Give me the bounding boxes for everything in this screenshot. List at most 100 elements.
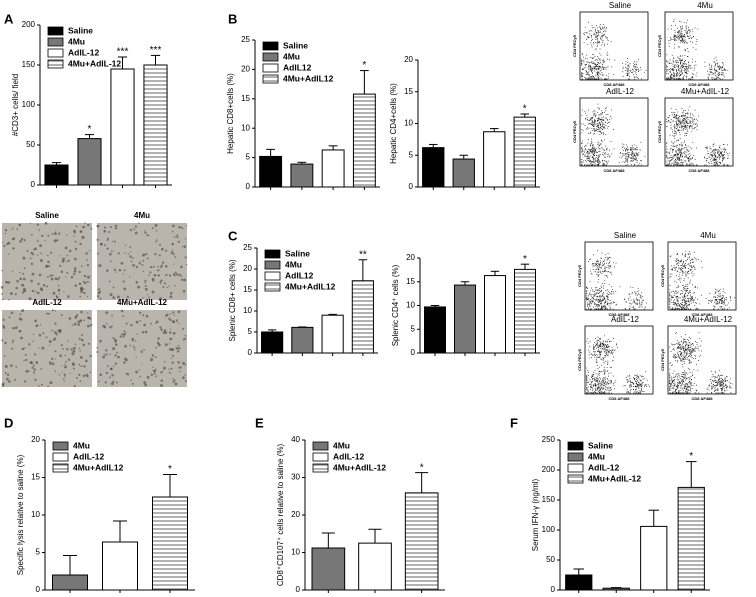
flow-dot: [715, 63, 716, 64]
flow-dot: [721, 300, 722, 301]
flow-dot: [601, 385, 602, 386]
flow-dot: [716, 76, 717, 77]
flow-dot: [714, 296, 715, 297]
flow-dot: [672, 344, 673, 345]
flow-dot: [592, 147, 593, 148]
flow-dot: [709, 65, 710, 66]
flow-dot: [681, 26, 682, 27]
flow-dot: [690, 117, 691, 118]
flow-dot: [717, 153, 718, 154]
flow-dot: [586, 309, 587, 310]
flow-dot: [601, 296, 602, 297]
flow-dot: [603, 150, 604, 151]
cell-dot: [62, 372, 63, 373]
flow-dot: [685, 255, 686, 256]
flow-dot: [689, 38, 690, 39]
flow-dot: [689, 360, 690, 361]
flow-dot: [684, 393, 685, 394]
flow-dot: [677, 347, 678, 348]
flow-dot: [581, 59, 582, 60]
flow-dot: [603, 292, 604, 293]
flow-dot: [593, 150, 594, 151]
flow-dot: [677, 382, 678, 383]
cell-dot: [162, 261, 164, 263]
flow-dot: [677, 72, 678, 73]
cell-dot: [146, 315, 149, 318]
flow-dot: [608, 126, 609, 127]
flow-dot: [601, 286, 602, 287]
flow-dot: [688, 273, 689, 274]
flow-dot: [674, 133, 675, 134]
flow-dot: [691, 159, 692, 160]
flow-dot: [595, 370, 596, 371]
flow-dot: [633, 149, 634, 150]
cell-dot: [127, 373, 129, 375]
flow-dot: [710, 72, 711, 73]
flow-dot: [592, 375, 593, 376]
cell-dot: [90, 355, 92, 357]
cell-dot: [25, 370, 28, 373]
flow-dot: [601, 365, 602, 366]
flow-dot: [681, 267, 682, 268]
flow-dot: [599, 264, 600, 265]
flow-dot: [591, 37, 592, 38]
cell-dot: [74, 270, 77, 273]
flow-dot: [603, 288, 604, 289]
flow-dot: [597, 165, 598, 166]
flow-dot: [607, 260, 608, 261]
flow-dot: [601, 114, 602, 115]
cell-dot: [125, 332, 126, 333]
flow-dot: [711, 78, 712, 79]
flow-dot: [688, 393, 689, 394]
flow-dot: [590, 65, 591, 66]
flow-dot: [682, 383, 683, 384]
flow-dot: [641, 381, 642, 382]
flow-dot: [593, 129, 594, 130]
flow-dot: [669, 121, 670, 122]
flow-dot: [596, 292, 597, 293]
flow-dot: [591, 76, 592, 77]
flow-dot: [680, 55, 681, 56]
flow-dot: [593, 67, 594, 68]
flow-dot: [710, 72, 711, 73]
flow-dot: [582, 79, 583, 80]
flow-dot: [693, 47, 694, 48]
flow-dot: [679, 165, 680, 166]
flow-dot: [678, 79, 679, 80]
flow-dot: [596, 39, 597, 40]
flow-dot: [599, 32, 600, 33]
cell-dot: [12, 247, 14, 249]
flow-dot: [616, 345, 617, 346]
flow-dot: [595, 385, 596, 386]
flow-dot: [668, 40, 669, 41]
cell-dot: [185, 335, 186, 336]
flow-dot: [632, 292, 633, 293]
flow-dot: [676, 40, 677, 41]
cell-dot: [70, 348, 72, 350]
flow-dot: [686, 301, 687, 302]
flow-dot: [716, 291, 717, 292]
flow-dot: [632, 157, 633, 158]
flow-dot: [671, 300, 672, 301]
flow-dot: [676, 70, 677, 71]
flow-dot: [682, 73, 683, 74]
flow-dot: [684, 142, 685, 143]
flow-dot: [701, 261, 702, 262]
flow-dot: [683, 152, 684, 153]
flow-dot: [723, 155, 724, 156]
flow-dot: [639, 70, 640, 71]
flow-dot: [672, 309, 673, 310]
flow-dot: [689, 29, 690, 30]
flow-dot: [599, 145, 600, 146]
flow-dot: [595, 30, 596, 31]
flow-dot: [678, 385, 679, 386]
flow-dot: [607, 382, 608, 383]
flow-dot: [639, 390, 640, 391]
flow-dot: [609, 268, 610, 269]
flow-dot: [597, 347, 598, 348]
flow-dot: [609, 294, 610, 295]
cell-dot: [19, 272, 20, 273]
flow-dot: [610, 341, 611, 342]
cell-dot: [57, 289, 60, 292]
flow-dot: [589, 379, 590, 380]
